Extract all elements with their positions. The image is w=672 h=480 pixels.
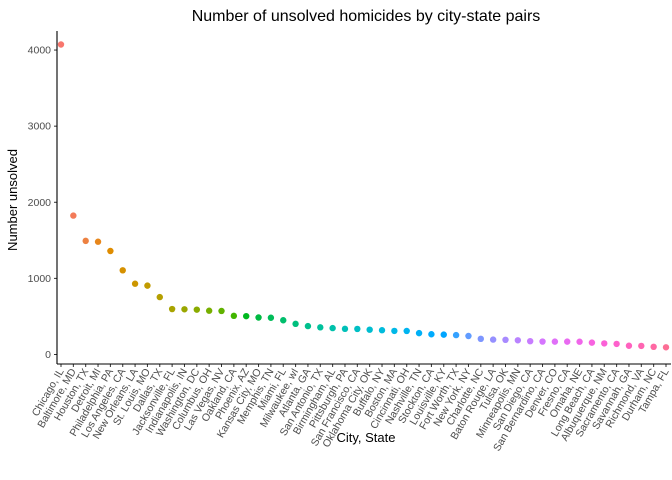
data-point	[267, 314, 275, 321]
data-point	[576, 338, 583, 345]
data-point	[440, 331, 447, 338]
data-point	[625, 342, 633, 349]
data-point	[255, 314, 262, 321]
data-point	[119, 267, 126, 274]
y-axis-ticks: 0 1000 2000 3000 4000	[28, 45, 57, 361]
data-point	[366, 326, 373, 333]
data-point	[391, 327, 398, 335]
data-point	[588, 339, 596, 346]
data-point	[428, 331, 435, 338]
data-point	[514, 337, 522, 344]
data-point	[354, 325, 361, 333]
data-point	[341, 325, 349, 333]
chart-title: Number of unsolved homicides by city-sta…	[192, 8, 541, 25]
data-point	[477, 335, 484, 343]
data-point	[193, 306, 201, 313]
data-point	[452, 331, 460, 339]
y-tick-label: 4000	[28, 45, 52, 57]
data-points	[57, 41, 670, 351]
data-point	[280, 317, 287, 324]
data-point	[650, 343, 657, 351]
y-tick-label: 0	[45, 349, 51, 361]
data-point	[94, 238, 102, 245]
data-point	[156, 293, 163, 301]
data-point	[304, 322, 312, 330]
data-point	[329, 324, 336, 332]
data-point	[57, 41, 65, 48]
data-point	[415, 329, 423, 337]
y-tick-label: 3000	[28, 121, 52, 133]
data-point	[662, 344, 670, 351]
data-point	[526, 337, 534, 345]
data-point	[539, 338, 546, 345]
data-point	[243, 312, 250, 320]
data-point	[230, 312, 238, 320]
data-point	[502, 336, 509, 344]
y-axis-title: Number unsolved	[5, 149, 20, 251]
data-point	[378, 327, 386, 334]
data-point	[613, 340, 620, 348]
data-point	[144, 282, 151, 289]
data-point	[564, 338, 571, 345]
data-point	[489, 336, 497, 343]
data-point	[205, 307, 213, 314]
y-tick-label: 2000	[28, 197, 52, 209]
data-point	[638, 342, 645, 350]
data-point	[107, 247, 114, 255]
data-point	[70, 212, 77, 219]
data-point	[218, 307, 225, 315]
data-point	[181, 306, 188, 313]
data-point	[168, 305, 176, 313]
data-point	[465, 332, 472, 340]
x-axis-title: City, State	[336, 430, 395, 445]
data-point	[82, 237, 89, 245]
data-point	[551, 338, 559, 345]
data-point	[292, 320, 299, 328]
data-point	[601, 340, 608, 347]
data-point	[317, 324, 324, 331]
y-tick-label: 1000	[28, 273, 52, 285]
data-point	[131, 280, 139, 287]
data-point	[403, 327, 410, 335]
